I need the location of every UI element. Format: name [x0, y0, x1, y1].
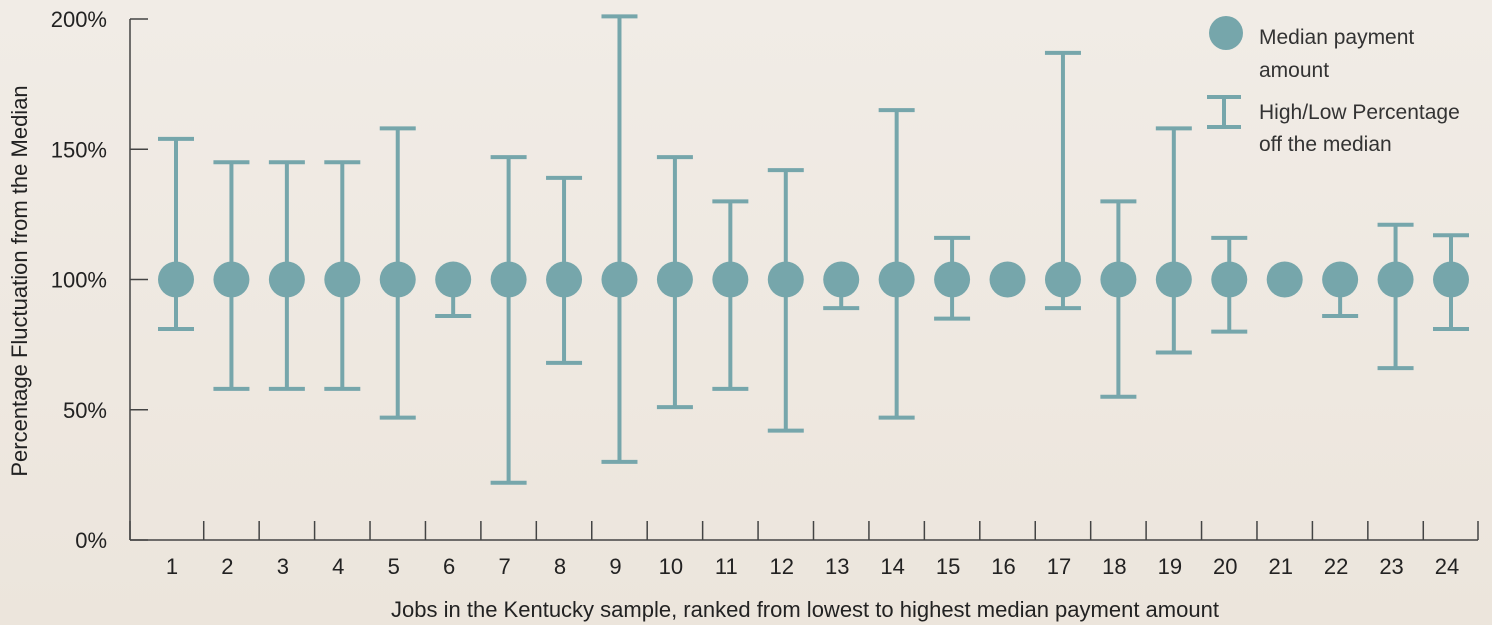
legend-range-marker [1207, 95, 1241, 129]
legend-median-marker [1209, 16, 1243, 50]
legend-range-label-line2: off the median [1259, 133, 1392, 156]
median-point [1044, 261, 1081, 298]
x-tick-label: 12 [770, 554, 794, 579]
x-tick-label: 23 [1379, 554, 1403, 579]
median-point [324, 261, 361, 298]
x-tick-label: 17 [1047, 554, 1071, 579]
y-tick-label: 200% [51, 7, 107, 32]
y-tick-label: 150% [51, 137, 107, 162]
median-point [601, 261, 638, 298]
median-point [1155, 261, 1192, 298]
y-tick-label: 100% [51, 268, 107, 293]
x-tick-label: 10 [659, 554, 683, 579]
x-tick-label: 19 [1158, 554, 1182, 579]
y-tick-label: 50% [63, 398, 107, 423]
median-point [546, 261, 583, 298]
axes: 0%50%100%150%200%1 2 3 4 5 6 7 8 9 10 11 12 13 14 15 16… [7, 7, 1479, 622]
legend-range-label-line1: High/Low Percentage [1259, 101, 1460, 124]
median-point [989, 261, 1026, 298]
x-tick-label: 16 [991, 554, 1015, 579]
x-tick-label: 14 [880, 554, 904, 579]
median-point [656, 261, 693, 298]
x-tick-label: 21 [1268, 554, 1292, 579]
median-point [1100, 261, 1137, 298]
median-point [1266, 261, 1303, 298]
median-point [934, 261, 971, 298]
legend-median-label-line2: amount [1259, 59, 1329, 82]
legend: Median payment amount High/Low Percentag… [1207, 16, 1460, 156]
x-tick-label: 11 [715, 554, 738, 579]
x-tick-label: 13 [825, 554, 849, 579]
median-point [1377, 261, 1414, 298]
median-point [1322, 261, 1359, 298]
median-point [878, 261, 915, 298]
x-tick-label: 24 [1435, 554, 1459, 579]
median-point [158, 261, 194, 298]
legend-median-label-line1: Median payment [1259, 26, 1414, 49]
x-tick-label: 1 [166, 554, 178, 579]
median-point [767, 261, 804, 298]
x-tick-label: 15 [936, 554, 960, 579]
x-axis-title: Jobs in the Kentucky sample, ranked from… [391, 597, 1219, 622]
x-tick-label: 22 [1324, 554, 1348, 579]
median-point [435, 261, 472, 298]
y-tick-label: 0% [75, 528, 107, 553]
x-tick-label: 20 [1213, 554, 1237, 579]
x-tick-label: 9 [609, 554, 621, 579]
median-point [712, 261, 749, 298]
x-tick-label: 7 [498, 554, 510, 579]
plot-area [158, 14, 1469, 485]
median-point [1433, 261, 1469, 298]
x-tick-label: 6 [443, 554, 455, 579]
median-point [1211, 261, 1248, 298]
x-tick-label: 3 [277, 554, 289, 579]
x-tick-label: 5 [388, 554, 400, 579]
x-tick-label: 4 [332, 554, 344, 579]
median-point [823, 261, 860, 298]
x-tick-label: 18 [1102, 554, 1126, 579]
median-point [379, 261, 416, 298]
x-tick-label: 8 [554, 554, 566, 579]
y-axis-title: Percentage Fluctuation from the Median [7, 85, 32, 476]
x-tick-label: 2 [221, 554, 233, 579]
median-point [268, 261, 305, 298]
median-point [490, 261, 527, 298]
median-point [213, 261, 250, 298]
